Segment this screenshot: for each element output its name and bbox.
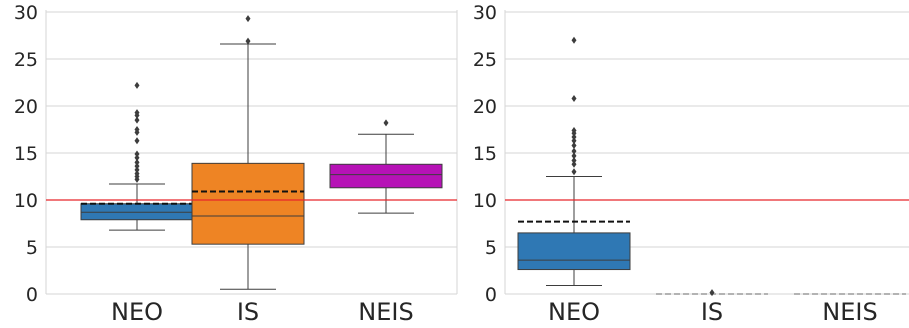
y-tick-label: 0 — [26, 284, 38, 306]
outlier-point — [571, 168, 577, 176]
x-tick-label: NEO — [548, 298, 600, 324]
y-tick-label: 5 — [485, 237, 497, 259]
y-tick-label: 15 — [473, 143, 497, 165]
outlier-point — [134, 126, 140, 133]
outlier-point — [571, 137, 577, 145]
y-tick-label: 25 — [14, 49, 38, 71]
outlier-point — [571, 133, 577, 141]
outlier-point — [571, 36, 577, 44]
outlier-point — [383, 119, 389, 127]
outlier-point — [134, 170, 140, 178]
y-tick-label: 20 — [14, 96, 38, 118]
outlier-point — [571, 126, 577, 134]
y-tick-label: 25 — [473, 49, 497, 71]
outlier-point — [571, 157, 577, 165]
outlier-point — [571, 141, 577, 149]
outlier-point — [571, 152, 577, 160]
y-tick-label: 10 — [473, 190, 497, 212]
x-tick-label: NEIS — [358, 298, 413, 324]
outlier-point — [134, 162, 140, 170]
outlier-point — [134, 109, 140, 117]
x-tick-label: NEIS — [822, 298, 877, 324]
outlier-point — [571, 160, 577, 168]
outlier-point — [134, 116, 140, 124]
outlier-point — [134, 166, 140, 174]
outlier-point — [134, 158, 140, 166]
outlier-point — [245, 37, 251, 45]
y-tick-label: 0 — [485, 284, 497, 306]
outlier-point — [709, 289, 715, 297]
y-tick-label: 10 — [14, 190, 38, 212]
chart-panel-1: 0 5 10 15 20 25 30 NEO IS NEIS — [14, 2, 458, 326]
y-tick-label: 15 — [14, 143, 38, 165]
x-tick-label: IS — [237, 298, 259, 324]
y-tick-label: 5 — [26, 237, 38, 259]
outlier-point — [245, 15, 251, 23]
x-tick-label: NEO — [111, 298, 163, 324]
box-neis — [329, 163, 443, 189]
box-neo — [517, 232, 631, 271]
y-tick-label: 30 — [473, 2, 497, 24]
outlier-point — [134, 81, 140, 89]
outlier-point — [571, 94, 577, 102]
y-tick-label: 30 — [14, 2, 38, 24]
x-tick-label: IS — [701, 298, 723, 324]
outlier-point — [134, 154, 140, 162]
outlier-point — [571, 147, 577, 155]
chart-panel-2: 0 5 10 15 20 25 30 NEO IS NEIS — [473, 2, 909, 326]
outlier-point — [134, 137, 140, 145]
outlier-point — [134, 150, 140, 158]
y-tick-label: 20 — [473, 96, 497, 118]
box-is — [191, 162, 305, 245]
